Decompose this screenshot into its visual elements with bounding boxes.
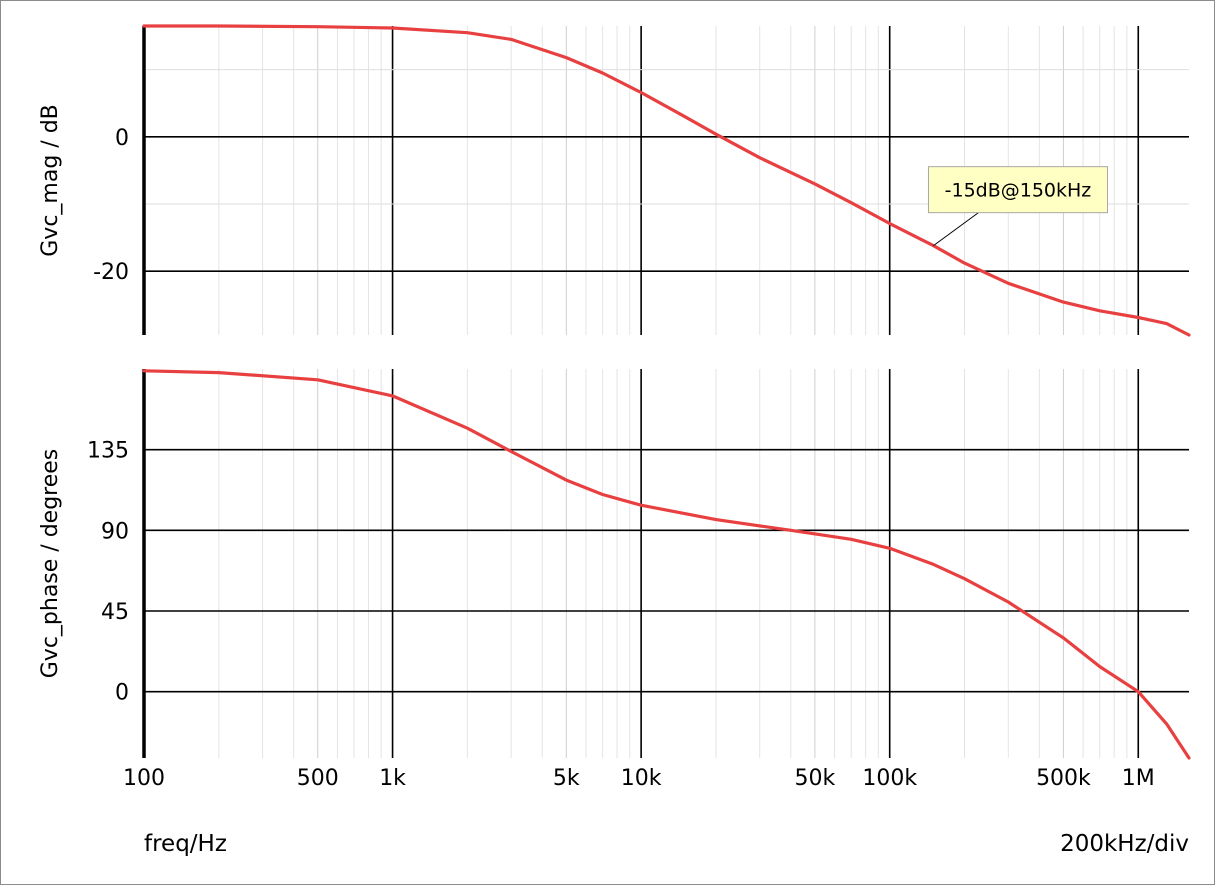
- x-tick-label: 50k: [795, 766, 836, 791]
- y-tick-label: 0: [115, 126, 129, 151]
- y-axis-label: Gvc_phase / degrees: [38, 449, 63, 679]
- annotation-text: -15dB@150kHz: [945, 180, 1092, 202]
- annotation-box: [927, 166, 1108, 214]
- label-layer: 0 -20 Gvc_mag / dB -15dB@150kHz 135 90 45 0 Gvc_…: [38, 104, 1155, 791]
- y-tick-label: 90: [101, 519, 129, 544]
- x-tick-label: 1M: [1122, 766, 1155, 791]
- annotation-leader: [933, 212, 979, 247]
- x-tick-label: 100k: [862, 766, 917, 791]
- series-layer: [142, 24, 1191, 760]
- x-axis-label: freq/Hz: [144, 831, 227, 857]
- x-tick-label: 1k: [379, 766, 406, 791]
- x-tick-label: 100: [123, 766, 165, 791]
- series-line: [142, 24, 1191, 337]
- x-tick-label: 500: [297, 766, 339, 791]
- y-tick-label: 135: [87, 439, 129, 464]
- x-tick-label: 500k: [1036, 766, 1091, 791]
- y-tick-label: 0: [115, 681, 129, 706]
- y-tick-label: 45: [101, 600, 129, 625]
- grid-layer: [144, 26, 1189, 758]
- x-scale-label: 200kHz/div: [1060, 831, 1189, 857]
- x-tick-label: 5k: [553, 766, 580, 791]
- x-tick-label: 10k: [621, 766, 662, 791]
- y-tick-label: -20: [93, 260, 129, 285]
- y-axis-label: Gvc_mag / dB: [38, 104, 63, 257]
- series-line: [142, 369, 1191, 760]
